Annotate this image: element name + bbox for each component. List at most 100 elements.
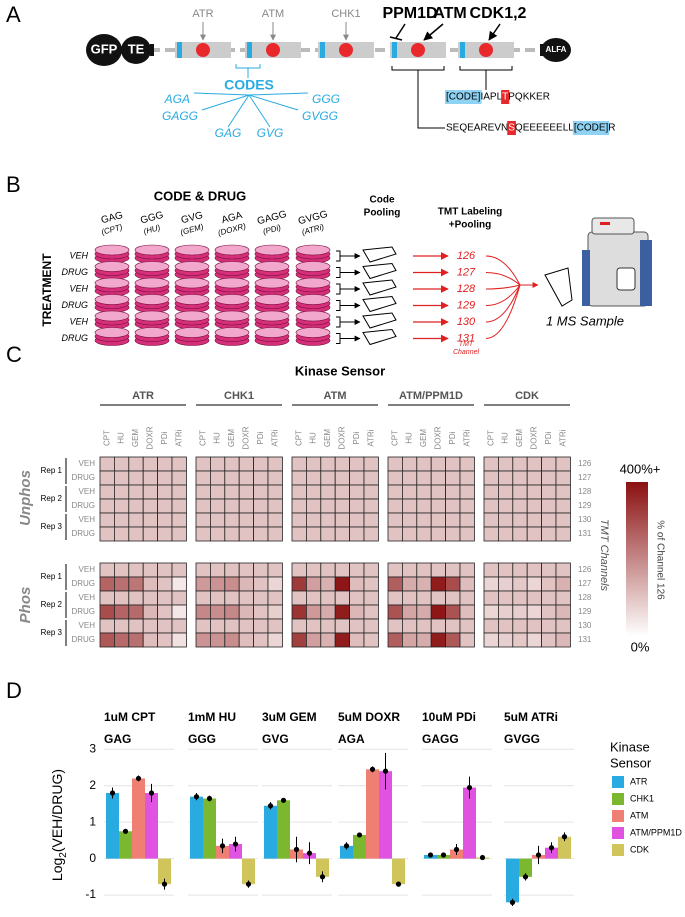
ms-tube [544, 267, 573, 307]
cell [305, 512, 322, 528]
cell [267, 604, 283, 620]
cell [512, 470, 528, 486]
cell [416, 604, 432, 620]
label: PDi [448, 431, 457, 444]
cell [445, 470, 461, 486]
tube [362, 246, 397, 263]
cell [157, 604, 173, 620]
cell [171, 618, 187, 634]
cell [128, 512, 144, 528]
cell [526, 590, 543, 606]
label: PQKKER [508, 92, 550, 103]
label: S [508, 123, 515, 134]
label: CODE & DRUG [154, 188, 246, 203]
cell [291, 590, 307, 606]
cell [363, 498, 379, 514]
cell [99, 590, 115, 606]
cell [349, 562, 365, 578]
cell [401, 590, 418, 606]
label: 129 [457, 299, 475, 311]
cell [387, 498, 403, 514]
mean-dot [319, 874, 326, 880]
label: VEH [79, 487, 96, 496]
cell [224, 470, 240, 486]
cell [320, 576, 336, 592]
cell [445, 604, 461, 620]
cell [171, 526, 187, 542]
cell [349, 590, 365, 606]
code-tag [392, 42, 397, 58]
label: ATRi [462, 429, 471, 446]
cell [291, 512, 307, 528]
cell [209, 590, 226, 606]
cell [114, 526, 130, 542]
cell [387, 632, 403, 648]
cell [224, 512, 240, 528]
cell [512, 512, 528, 528]
label: 130 [578, 515, 592, 524]
cell [157, 470, 173, 486]
cell [195, 618, 211, 634]
mean-dot [267, 803, 274, 809]
mean-dot [382, 768, 389, 774]
label: GAG [215, 126, 242, 140]
cell [497, 632, 514, 648]
merge [485, 284, 521, 339]
cell [497, 526, 514, 542]
cell [401, 470, 418, 486]
cell [497, 604, 514, 620]
mean-dot [219, 843, 226, 849]
label: CPT [294, 430, 303, 446]
cell [142, 604, 158, 620]
cell [238, 576, 254, 592]
cell [416, 512, 432, 528]
cell [114, 470, 130, 486]
cell [512, 576, 528, 592]
cell [305, 576, 322, 592]
cell [291, 470, 307, 486]
legend-swatch [612, 793, 624, 805]
cell [334, 470, 351, 486]
mean-dot [343, 843, 350, 849]
site [196, 43, 210, 57]
arrow [423, 23, 444, 41]
label: ATM/PPM1D [630, 827, 682, 837]
cell [291, 604, 307, 620]
label: CDK [515, 390, 539, 402]
label: R [608, 123, 615, 134]
cell [142, 498, 158, 514]
label: 127 [578, 473, 592, 482]
legend-swatch [612, 827, 624, 839]
label: DRUG [62, 300, 89, 310]
label: [CODE] [446, 92, 481, 103]
cell [363, 576, 379, 592]
cell [526, 632, 543, 648]
cell [320, 526, 336, 542]
cell [555, 576, 571, 592]
label: 1 [89, 814, 96, 828]
bar [119, 831, 132, 859]
cell [195, 498, 211, 514]
cell [512, 526, 528, 542]
cell [334, 512, 351, 528]
cell [99, 632, 115, 648]
cell [334, 484, 351, 500]
label: 126 [457, 250, 476, 262]
cell [142, 618, 158, 634]
label: DRUG [71, 529, 95, 538]
cell [157, 498, 173, 514]
mean-dot [395, 881, 402, 887]
cell [128, 562, 144, 578]
label: ATRi [270, 429, 279, 446]
label: 0% [631, 639, 650, 654]
label: GFP [91, 41, 118, 56]
label: 0 [89, 851, 96, 865]
cell [157, 562, 173, 578]
cell [416, 632, 432, 648]
label: GEM [227, 429, 236, 448]
cell [387, 590, 403, 606]
cell [171, 562, 187, 578]
label: ALFA [546, 45, 567, 54]
code-line [248, 94, 271, 128]
cell [291, 498, 307, 514]
